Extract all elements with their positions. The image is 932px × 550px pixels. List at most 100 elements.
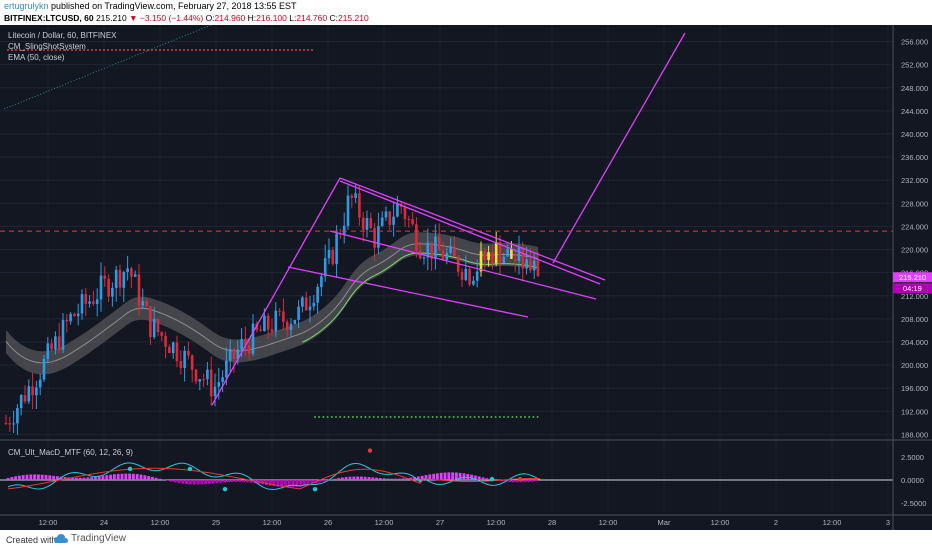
macd-histogram-bar [208,480,211,484]
tradingview-logo[interactable]: TradingView [54,533,126,544]
macd-histogram-bar [265,480,268,485]
candle-body [61,319,65,350]
candle-body [403,206,407,219]
countdown-label: 04:19 [903,284,922,293]
price-chart[interactable]: 256.000 252.000 248.000 244.000 240.000 236.0… [0,25,932,530]
macd-histogram-bar [398,478,401,480]
green-dot [398,416,400,418]
candle-body [532,260,536,271]
macd-histogram-bar [204,480,207,485]
red-dot [87,49,89,51]
macd-histogram-bar [420,475,424,480]
macd-histogram-bar [360,476,363,480]
drawing-tools[interactable] [0,25,893,406]
brand-name: TradingView [71,533,127,544]
macd-histogram-bar [120,473,124,480]
candle-body [122,272,126,288]
macd-histogram-bar [348,476,352,480]
candle-body [350,195,354,199]
macd-histogram-bar [109,474,112,480]
red-dot [207,49,209,51]
green-dot [318,416,321,418]
macd-histogram-bar [29,474,33,480]
macd-histogram-bar [154,477,158,480]
indicator-slingshot[interactable]: CM_SlingShotSystem [8,42,86,51]
price-change: −3.150 (−1.44%) [139,13,204,23]
candle-body [449,246,452,253]
green-dot [414,416,417,418]
chart-area[interactable]: 256.000 252.000 248.000 244.000 240.000 236.0… [0,25,932,530]
candle-body [380,217,384,226]
candle-body [278,310,281,312]
author-link[interactable]: ertugrulykn [4,1,49,11]
red-dot [195,49,197,51]
macd-histogram-bar [519,480,523,483]
red-dot [187,49,189,51]
green-dot [515,416,518,418]
macd-histogram-bar [344,477,348,480]
candle-body [460,271,464,280]
candle-body [225,360,228,378]
publish-info: ertugrulykn published on TradingView.com… [4,1,297,11]
green-dot [448,416,451,418]
macd-histogram-bar [382,478,386,480]
candle-body [247,345,251,354]
candle-body [236,349,240,359]
open-label: O: [205,13,215,23]
green-dot [486,416,489,418]
candle-body [23,395,27,402]
time-tick-label: 2 [774,518,778,527]
green-dot [503,416,505,418]
macd-histogram-bar [474,475,477,480]
macd-histogram-bar [238,480,242,482]
macd-histogram-bar [333,478,337,480]
red-dot [227,49,229,51]
red-dot [167,49,169,51]
candle-body [38,379,42,388]
red-dot [303,49,305,51]
macd-histogram-bar [436,473,439,480]
candle-body [263,315,266,332]
candle-body [494,242,498,264]
candle-body [92,301,95,304]
macd-histogram-bar [6,477,10,480]
red-dot [203,49,205,51]
macd-histogram-bar [500,480,504,482]
red-dot [11,49,13,51]
indicator-ema[interactable]: EMA (50, close) [8,53,65,62]
candle-body [388,211,392,225]
macd-histogram-bar [352,476,356,480]
macd-histogram-bar [56,476,59,480]
ema-cloud-band [6,232,538,375]
candle-body [228,348,232,361]
candle-body [217,381,221,387]
candle-body [103,275,107,279]
red-dot [259,49,261,51]
candle-body [114,269,118,288]
time-tick-label: 3 [886,518,890,527]
time-tick-label: 25 [212,518,220,527]
macd-histogram-bar [325,480,329,481]
red-dot [39,49,41,51]
candle-body [407,218,411,220]
indicator-macd[interactable]: CM_Ult_MacD_MTF (60, 12, 26, 9) [8,448,133,457]
candle-body [297,306,300,321]
red-dot [271,49,273,51]
green-dot [335,416,337,418]
price-tick-label: 188.000 [901,430,928,439]
candle-body [168,346,171,354]
candle-body [4,422,8,424]
flagpole-line [211,177,341,406]
macd-histogram-bar [234,480,238,482]
red-dot [171,49,173,51]
macd-histogram-bar [508,480,511,483]
candle-body [342,225,346,235]
candle-body [118,269,122,288]
green-dot [431,416,434,418]
macd-cross-dot [367,448,373,453]
candle-body [50,343,53,350]
time-tick-label: 12:00 [487,518,506,527]
price-tick-label: 192.000 [901,407,928,416]
macd-histogram-bar [428,474,432,480]
red-dot [103,49,105,51]
